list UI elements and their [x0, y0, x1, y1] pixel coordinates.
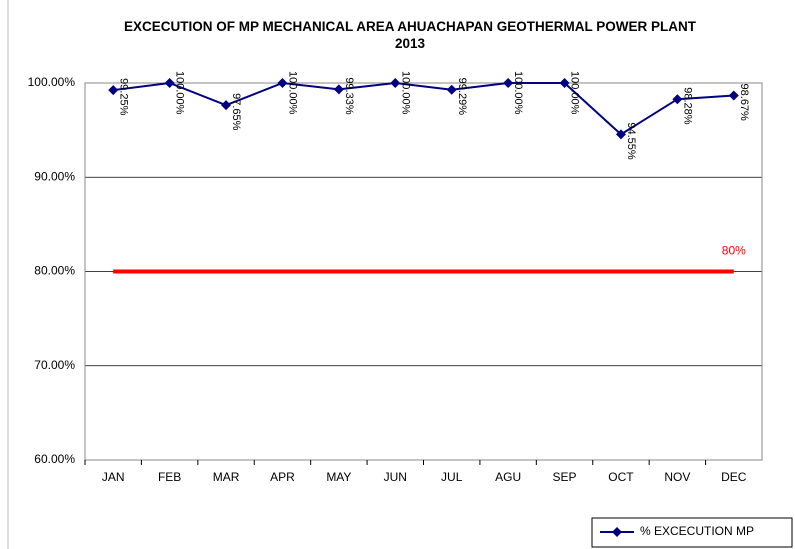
value-label: 94.55% — [625, 122, 637, 160]
value-label: 98.67% — [738, 84, 750, 122]
point-marker — [277, 78, 288, 88]
point-marker — [559, 78, 570, 88]
x-tick-label: MAR — [213, 470, 240, 484]
x-tick-label: NOV — [664, 470, 690, 484]
x-tick-label: DEC — [721, 470, 747, 484]
value-label: 99.25% — [117, 78, 129, 116]
value-label: 100.00% — [174, 71, 186, 115]
x-tick-label: JUL — [441, 470, 463, 484]
series-line — [113, 81, 734, 136]
value-label: 98.28% — [681, 87, 693, 125]
value-label: 100.00% — [399, 71, 411, 115]
point-marker — [672, 94, 683, 105]
x-tick-label: JUN — [384, 470, 407, 484]
point-marker — [390, 78, 401, 88]
point-marker — [728, 90, 739, 101]
value-label: 100.00% — [287, 71, 299, 115]
y-tick-label: 80.00% — [34, 264, 75, 278]
x-tick-label: MAY — [326, 470, 351, 484]
value-label: 97.65% — [230, 93, 242, 131]
point-marker — [503, 78, 514, 88]
x-tick-label: OCT — [608, 470, 634, 484]
point-marker — [221, 100, 232, 111]
x-tick-label: AGU — [495, 470, 521, 484]
y-tick-label: 70.00% — [34, 358, 75, 372]
point-marker — [108, 85, 119, 96]
value-label: 99.29% — [456, 78, 468, 116]
point-marker — [333, 84, 344, 95]
x-tick-label: SEP — [553, 470, 577, 484]
value-label: 99.33% — [343, 77, 355, 115]
value-label: 100.00% — [512, 71, 524, 115]
legend-label: % EXCECUTION MP — [640, 524, 754, 538]
chart-title: EXCECUTION OF MP MECHANICAL AREA AHUACHA… — [123, 19, 696, 51]
y-tick-label: 100.00% — [28, 75, 76, 89]
point-marker — [164, 78, 175, 88]
target-label: 80% — [722, 244, 746, 258]
value-label: 100.00% — [569, 71, 581, 115]
x-tick-label: JAN — [102, 470, 125, 484]
point-marker — [615, 129, 626, 140]
x-tick-label: FEB — [158, 470, 181, 484]
y-tick-label: 90.00% — [34, 169, 75, 183]
x-tick-label: APR — [270, 470, 295, 484]
point-marker — [446, 84, 457, 95]
y-tick-label: 60.00% — [34, 452, 75, 466]
legend-marker — [612, 527, 622, 537]
